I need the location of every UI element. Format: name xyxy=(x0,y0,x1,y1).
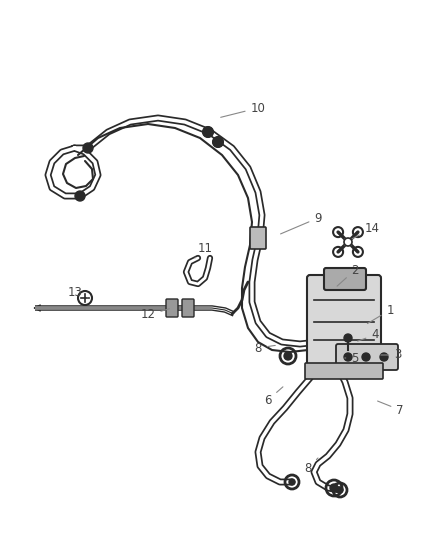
Text: 7: 7 xyxy=(378,401,404,416)
FancyBboxPatch shape xyxy=(324,268,366,290)
Text: 11: 11 xyxy=(195,241,212,258)
Circle shape xyxy=(330,484,338,492)
Text: 10: 10 xyxy=(221,101,265,117)
FancyBboxPatch shape xyxy=(166,299,178,317)
Text: 9: 9 xyxy=(281,212,322,234)
Text: 14: 14 xyxy=(353,222,379,239)
Circle shape xyxy=(75,191,85,201)
Circle shape xyxy=(344,353,352,361)
Circle shape xyxy=(344,238,352,246)
Circle shape xyxy=(380,353,388,361)
Text: 8: 8 xyxy=(254,342,275,354)
Text: 3: 3 xyxy=(381,349,402,361)
Circle shape xyxy=(203,127,213,137)
FancyBboxPatch shape xyxy=(336,344,398,370)
Circle shape xyxy=(289,479,295,485)
FancyBboxPatch shape xyxy=(250,227,266,249)
Circle shape xyxy=(362,353,370,361)
Text: 5: 5 xyxy=(345,351,359,365)
Circle shape xyxy=(83,143,93,153)
Circle shape xyxy=(284,352,292,360)
Circle shape xyxy=(337,487,343,493)
Text: 4: 4 xyxy=(357,328,379,342)
FancyBboxPatch shape xyxy=(305,363,383,379)
FancyBboxPatch shape xyxy=(307,275,381,369)
Text: 13: 13 xyxy=(67,286,88,298)
Text: 12: 12 xyxy=(141,309,170,321)
Text: 1: 1 xyxy=(367,303,394,324)
Text: 8: 8 xyxy=(304,458,318,474)
Circle shape xyxy=(344,334,352,342)
Text: 2: 2 xyxy=(337,263,359,286)
Text: 6: 6 xyxy=(264,387,283,407)
Circle shape xyxy=(213,137,223,147)
FancyBboxPatch shape xyxy=(182,299,194,317)
